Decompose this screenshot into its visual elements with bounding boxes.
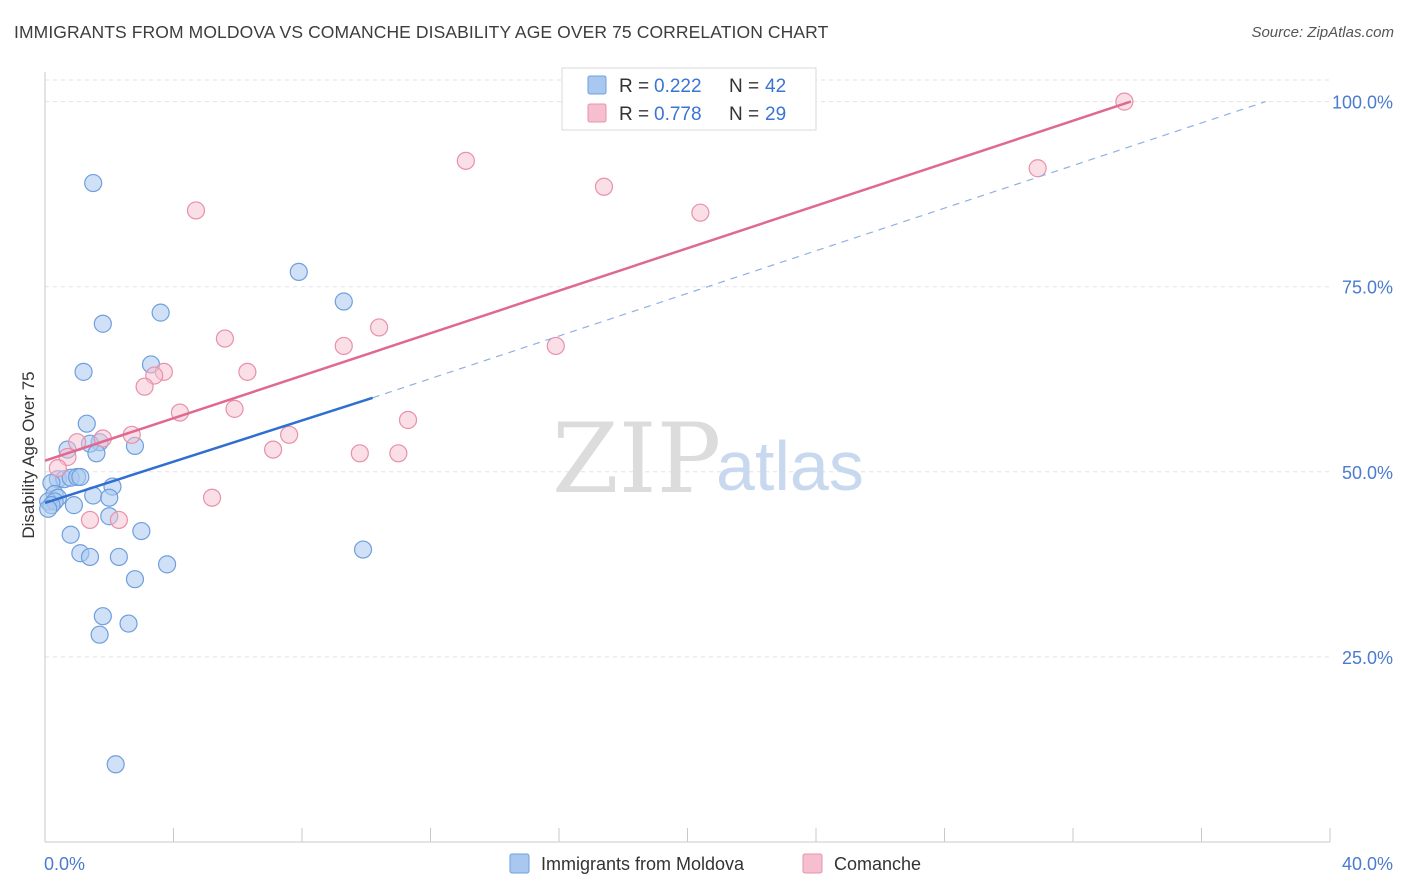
point-moldova-40 bbox=[90, 625, 109, 644]
y-tick-label-0: 25.0% bbox=[1342, 648, 1393, 668]
point-moldova-1 bbox=[289, 262, 308, 282]
point-moldova-0 bbox=[84, 173, 103, 193]
axes bbox=[44, 72, 1331, 843]
point-moldova-34 bbox=[80, 547, 100, 567]
y-tick-label-2: 75.0% bbox=[1342, 278, 1393, 298]
point-moldova-38 bbox=[93, 607, 112, 626]
legend-r-value-2: 0.778 bbox=[654, 104, 702, 125]
point-comanche-21 bbox=[263, 440, 283, 459]
point-moldova-24 bbox=[100, 488, 119, 507]
point-comanche-6 bbox=[370, 318, 389, 337]
legend-r-value-1: 0.222 bbox=[654, 76, 702, 97]
x-tick-label-1: 40.0% bbox=[1342, 854, 1393, 874]
x-tick-labels: 0.0% 40.0% bbox=[44, 854, 1393, 874]
point-comanche-27 bbox=[80, 510, 100, 530]
point-moldova-2 bbox=[334, 292, 353, 311]
point-comanche-7 bbox=[215, 329, 234, 348]
grid bbox=[45, 79, 1330, 658]
trendline-comanche bbox=[44, 100, 1132, 462]
point-moldova-39 bbox=[119, 614, 138, 633]
bottom-legend-swatch-comanche bbox=[802, 853, 823, 874]
point-comanche-8 bbox=[334, 336, 353, 356]
point-comanche-9 bbox=[546, 336, 565, 356]
watermark-zip: ZIP bbox=[552, 403, 721, 515]
point-comanche-13 bbox=[135, 377, 154, 396]
point-comanche-18 bbox=[280, 425, 299, 444]
series-moldova-points bbox=[39, 173, 373, 774]
legend-n-value-2: 29 bbox=[765, 104, 786, 125]
point-moldova-37 bbox=[125, 570, 145, 589]
point-moldova-3 bbox=[151, 303, 170, 322]
point-moldova-30 bbox=[132, 521, 151, 541]
legend-n-label-2: N = bbox=[729, 104, 759, 125]
point-moldova-28 bbox=[64, 496, 84, 515]
point-moldova-41 bbox=[106, 755, 125, 774]
point-comanche-1 bbox=[456, 151, 475, 170]
bottom-legend-swatch-moldova bbox=[509, 853, 530, 874]
point-moldova-27 bbox=[39, 499, 58, 518]
legend-n-value-1: 42 bbox=[765, 76, 786, 97]
trendlines bbox=[44, 100, 1266, 505]
point-comanche-23 bbox=[350, 444, 369, 463]
legend-swatch-moldova bbox=[587, 75, 607, 95]
point-comanche-26 bbox=[202, 488, 222, 507]
x-tick-label-0: 0.0% bbox=[44, 854, 85, 874]
bottom-legend-label-comanche: Comanche bbox=[834, 854, 921, 874]
bottom-legend: Immigrants from Moldova Comanche bbox=[509, 853, 921, 874]
point-moldova-35 bbox=[109, 547, 128, 567]
point-comanche-22 bbox=[389, 444, 408, 463]
point-comanche-5 bbox=[186, 201, 206, 220]
legend-swatch-comanche bbox=[587, 103, 607, 123]
point-comanche-25 bbox=[48, 459, 67, 478]
legend-n-label-1: N = bbox=[729, 76, 759, 97]
point-comanche-28 bbox=[109, 510, 128, 530]
y-tick-label-1: 50.0% bbox=[1342, 463, 1393, 483]
point-moldova-7 bbox=[77, 414, 96, 433]
y-axis-label: Disability Age Over 75 bbox=[19, 371, 38, 538]
trendline-moldova bbox=[44, 396, 374, 505]
watermark-atlas: atlas bbox=[716, 427, 864, 505]
point-comanche-4 bbox=[691, 203, 710, 222]
point-comanche-14 bbox=[225, 399, 244, 418]
point-moldova-36 bbox=[157, 555, 177, 574]
bottom-legend-label-moldova: Immigrants from Moldova bbox=[541, 854, 745, 874]
chart-title: IMMIGRANTS FROM MOLDOVA VS COMANCHE DISA… bbox=[14, 22, 829, 42]
legend-r-label-2: R = bbox=[619, 104, 649, 125]
series-comanche-points bbox=[48, 92, 1134, 530]
legend-box: R = 0.222 N = 42 R = 0.778 N = 29 bbox=[561, 67, 817, 131]
point-moldova-17 bbox=[71, 467, 90, 487]
source-label: Source: ZipAtlas.com bbox=[1251, 24, 1394, 41]
point-moldova-32 bbox=[353, 540, 373, 559]
point-moldova-6 bbox=[74, 362, 93, 381]
point-comanche-2 bbox=[1028, 159, 1047, 178]
y-tick-label-3: 100.0% bbox=[1332, 93, 1393, 113]
point-comanche-16 bbox=[398, 410, 418, 430]
point-comanche-10 bbox=[238, 362, 257, 381]
point-moldova-4 bbox=[93, 314, 112, 333]
trendline-moldova-extension bbox=[372, 101, 1266, 399]
watermark: ZIP atlas bbox=[552, 403, 864, 515]
legend-r-label-1: R = bbox=[619, 76, 649, 97]
point-moldova-31 bbox=[61, 525, 80, 544]
point-comanche-3 bbox=[594, 177, 614, 196]
y-tick-labels: 25.0% 50.0% 75.0% 100.0% bbox=[1332, 93, 1393, 668]
